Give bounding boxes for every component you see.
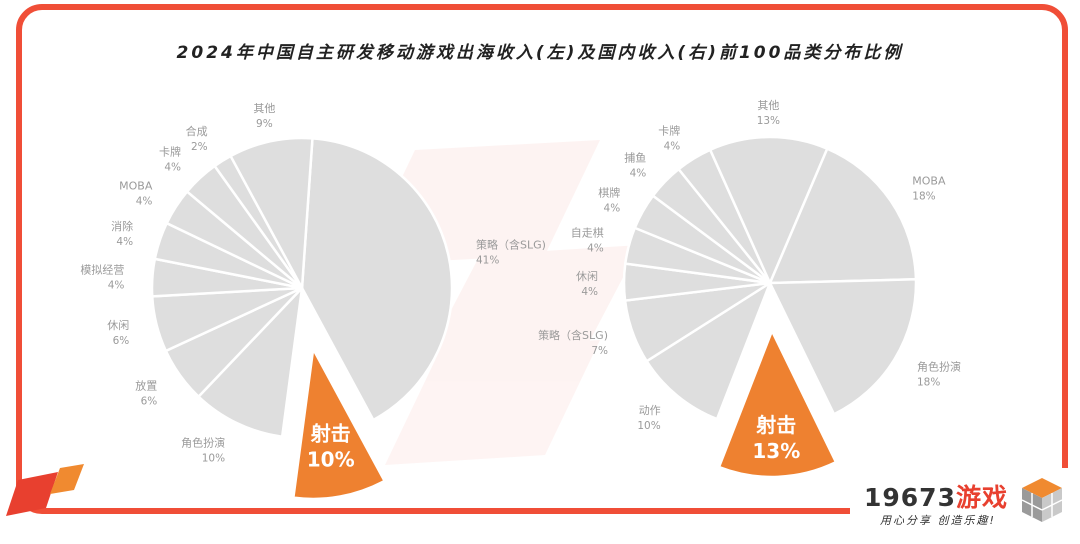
slice-label: 消除 bbox=[111, 219, 133, 233]
slice-label: 卡牌 bbox=[658, 123, 680, 137]
brand-logo: 19673游戏 用心分享 创造乐趣! bbox=[850, 468, 1072, 544]
slice-label: 休闲 bbox=[576, 269, 598, 283]
pie-slice bbox=[768, 147, 918, 285]
brand-slogan: 用心分享 创造乐趣! bbox=[880, 514, 996, 527]
slice-label: 棋牌 bbox=[598, 185, 620, 199]
slice-label: 休闲 bbox=[107, 318, 129, 332]
slice-label: 模拟经营 bbox=[80, 263, 124, 277]
slice-label: MOBA bbox=[912, 174, 946, 187]
corner-logo-icon bbox=[6, 464, 84, 516]
cube-icon bbox=[1021, 478, 1063, 522]
slice-value: 4% bbox=[164, 161, 181, 173]
slice-label: 角色扮演 bbox=[181, 436, 225, 450]
slice-value: 9% bbox=[256, 118, 273, 130]
slice-value: 13% bbox=[752, 439, 800, 463]
pie-slice bbox=[717, 327, 838, 479]
slice-label: 放置 bbox=[135, 379, 157, 393]
slice-label: 捕鱼 bbox=[624, 151, 646, 165]
slice-value: 10% bbox=[307, 447, 355, 471]
slice-value: 41% bbox=[476, 254, 499, 266]
slice-value: 4% bbox=[604, 202, 621, 214]
pie-slice bbox=[708, 135, 829, 287]
slice-label: 动作 bbox=[639, 404, 661, 417]
slice-label: 卡牌 bbox=[159, 144, 181, 158]
slice-value: 18% bbox=[917, 376, 940, 388]
slice-label: 射击 bbox=[755, 413, 796, 437]
slice-value: 18% bbox=[912, 190, 935, 202]
slice-label: 策略（含SLG) bbox=[476, 237, 546, 251]
slice-value: 4% bbox=[587, 243, 604, 255]
slice-label: MOBA bbox=[119, 180, 153, 193]
pie-slice bbox=[196, 284, 304, 439]
slice-value: 4% bbox=[116, 236, 133, 248]
slice-label: 其他 bbox=[253, 102, 275, 115]
pie-overseas: 策略（含SLG)41%射击10%角色扮演10%放置6%休闲6%模拟经营4%消除4… bbox=[80, 102, 546, 501]
slice-value: 4% bbox=[664, 140, 681, 152]
slice-value: 13% bbox=[757, 115, 780, 127]
slice-label: 其他 bbox=[757, 99, 779, 112]
brand-name: 19673游戏 bbox=[864, 483, 1008, 512]
slice-value: 10% bbox=[202, 453, 225, 465]
slice-value: 4% bbox=[136, 196, 153, 208]
slice-value: 6% bbox=[113, 335, 130, 347]
pie-slice bbox=[768, 278, 918, 416]
pie-slice bbox=[300, 137, 454, 422]
slice-value: 6% bbox=[141, 396, 158, 408]
chart-title: 2024年中国自主研发移动游戏出海收入(左)及国内收入(右)前100品类分布比例 bbox=[176, 43, 904, 63]
pie-slice bbox=[644, 279, 773, 421]
slice-label: 策略（含SLG) bbox=[538, 328, 608, 342]
slice-label: 自走棋 bbox=[571, 226, 604, 240]
slice-value: 4% bbox=[581, 286, 598, 298]
pie-slice bbox=[291, 345, 387, 501]
pie-domestic: 射击13%动作10%策略（含SLG)7%休闲4%自走棋4%棋牌4%捕鱼4%卡牌4… bbox=[538, 99, 961, 479]
pie-slice bbox=[228, 136, 314, 293]
watermark-logo bbox=[360, 140, 640, 465]
slice-label: 射击 bbox=[310, 421, 351, 445]
slice-value: 10% bbox=[637, 420, 660, 432]
slice-value: 7% bbox=[591, 345, 608, 357]
slice-value: 4% bbox=[630, 168, 647, 180]
slice-label: 角色扮演 bbox=[917, 359, 961, 373]
slice-value: 2% bbox=[191, 141, 208, 153]
slice-value: 4% bbox=[108, 280, 125, 292]
slice-label: 合成 bbox=[186, 124, 208, 138]
